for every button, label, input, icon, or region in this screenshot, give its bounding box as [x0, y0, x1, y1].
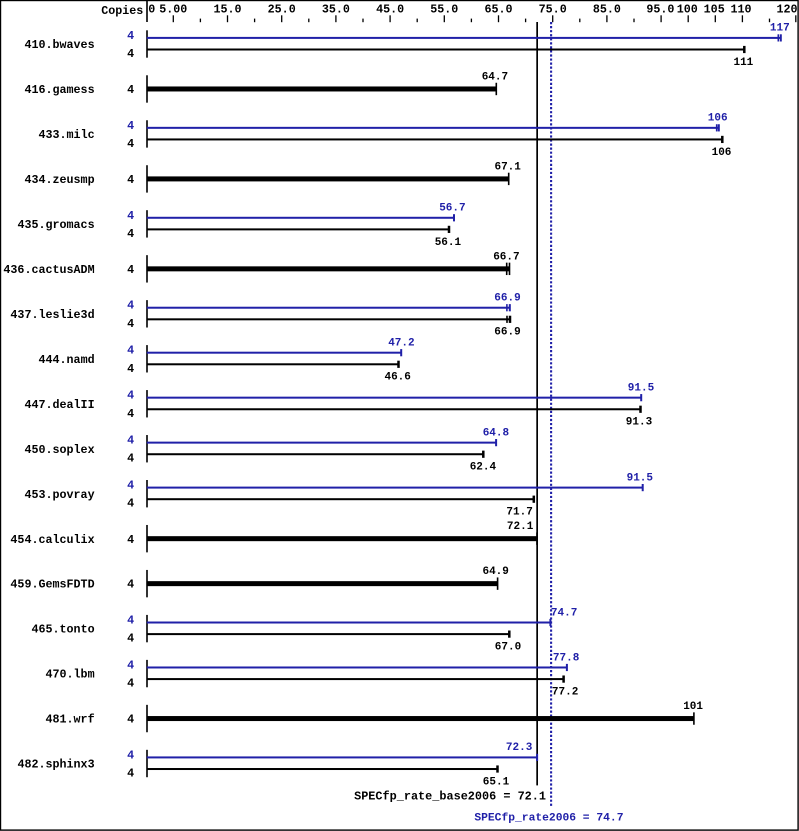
- svg-text:0: 0: [148, 3, 155, 17]
- svg-text:4: 4: [127, 452, 134, 466]
- svg-text:117: 117: [770, 23, 790, 35]
- svg-text:72.3: 72.3: [506, 742, 533, 754]
- svg-text:75.0: 75.0: [539, 3, 567, 17]
- svg-text:416.gamess: 416.gamess: [24, 83, 94, 97]
- svg-text:4: 4: [127, 227, 134, 241]
- svg-text:100: 100: [677, 3, 698, 17]
- svg-text:454.calculix: 454.calculix: [10, 533, 94, 547]
- svg-text:77.8: 77.8: [553, 652, 580, 664]
- svg-text:46.6: 46.6: [384, 372, 410, 384]
- svg-text:4: 4: [127, 137, 134, 151]
- svg-text:4: 4: [127, 578, 134, 592]
- svg-text:SPECfp_rate_base2006 = 72.1: SPECfp_rate_base2006 = 72.1: [354, 789, 546, 803]
- svg-text:4: 4: [127, 119, 134, 133]
- svg-text:4: 4: [127, 632, 134, 646]
- svg-text:447.dealII: 447.dealII: [24, 398, 94, 412]
- svg-text:450.soplex: 450.soplex: [24, 443, 94, 457]
- svg-text:105: 105: [704, 3, 725, 17]
- svg-text:65.0: 65.0: [484, 3, 512, 17]
- svg-text:SPECfp_rate2006 = 74.7: SPECfp_rate2006 = 74.7: [474, 813, 623, 825]
- svg-text:Copies: Copies: [101, 4, 143, 18]
- svg-text:47.2: 47.2: [388, 337, 414, 349]
- svg-text:4: 4: [127, 713, 134, 727]
- svg-text:65.1: 65.1: [483, 776, 510, 788]
- svg-text:111: 111: [733, 57, 753, 69]
- svg-text:4: 4: [127, 47, 134, 61]
- svg-text:56.1: 56.1: [435, 237, 462, 249]
- svg-text:4: 4: [127, 173, 134, 187]
- svg-text:66.7: 66.7: [493, 251, 519, 263]
- svg-text:25.0: 25.0: [268, 3, 296, 17]
- svg-text:45.0: 45.0: [376, 3, 404, 17]
- svg-text:4: 4: [127, 263, 134, 277]
- svg-text:4: 4: [127, 767, 134, 781]
- svg-text:120: 120: [776, 3, 797, 17]
- svg-text:435.gromacs: 435.gromacs: [17, 218, 94, 232]
- svg-text:35.0: 35.0: [322, 3, 350, 17]
- svg-text:482.sphinx3: 482.sphinx3: [17, 758, 94, 772]
- svg-text:64.9: 64.9: [482, 566, 508, 578]
- svg-text:62.4: 62.4: [470, 462, 497, 474]
- svg-text:72.1: 72.1: [507, 521, 534, 533]
- svg-text:444.namd: 444.namd: [38, 353, 94, 367]
- svg-text:67.0: 67.0: [495, 642, 521, 654]
- svg-text:91.3: 91.3: [626, 417, 653, 429]
- svg-text:56.7: 56.7: [439, 203, 465, 215]
- svg-text:55.0: 55.0: [430, 3, 458, 17]
- svg-text:4: 4: [127, 677, 134, 691]
- svg-text:4: 4: [127, 497, 134, 511]
- svg-text:66.9: 66.9: [494, 327, 520, 339]
- svg-text:67.1: 67.1: [494, 161, 521, 173]
- svg-text:74.7: 74.7: [551, 607, 577, 619]
- svg-text:4: 4: [127, 344, 134, 358]
- svg-text:4: 4: [127, 389, 134, 403]
- svg-text:106: 106: [708, 113, 728, 125]
- svg-text:71.7: 71.7: [506, 507, 532, 519]
- svg-text:95.0: 95.0: [646, 3, 674, 17]
- svg-text:481.wrf: 481.wrf: [45, 713, 94, 727]
- svg-text:85.0: 85.0: [593, 3, 621, 17]
- svg-text:4: 4: [127, 29, 134, 43]
- svg-text:4: 4: [127, 614, 134, 628]
- svg-text:4: 4: [127, 362, 134, 376]
- svg-text:4: 4: [127, 533, 134, 547]
- svg-text:433.milc: 433.milc: [38, 128, 94, 142]
- svg-text:77.2: 77.2: [552, 686, 578, 698]
- svg-text:4: 4: [127, 317, 134, 331]
- svg-text:4: 4: [127, 748, 134, 762]
- svg-text:4: 4: [127, 407, 134, 421]
- svg-text:91.5: 91.5: [628, 382, 655, 394]
- svg-text:4: 4: [127, 434, 134, 448]
- svg-text:4: 4: [127, 299, 134, 313]
- svg-text:4: 4: [127, 658, 134, 672]
- svg-text:437.leslie3d: 437.leslie3d: [10, 308, 94, 322]
- svg-text:436.cactusADM: 436.cactusADM: [3, 263, 94, 277]
- svg-text:64.7: 64.7: [482, 71, 508, 83]
- svg-text:64.8: 64.8: [483, 427, 510, 439]
- svg-text:470.lbm: 470.lbm: [45, 668, 94, 682]
- svg-text:4: 4: [127, 83, 134, 97]
- svg-text:66.9: 66.9: [494, 293, 520, 305]
- svg-text:110: 110: [730, 3, 751, 17]
- svg-text:453.povray: 453.povray: [24, 488, 94, 502]
- svg-text:101: 101: [683, 701, 703, 713]
- svg-text:106: 106: [712, 147, 732, 159]
- svg-text:410.bwaves: 410.bwaves: [24, 38, 94, 52]
- svg-text:465.tonto: 465.tonto: [31, 623, 94, 637]
- svg-text:5.00: 5.00: [159, 3, 187, 17]
- svg-text:15.0: 15.0: [213, 3, 241, 17]
- svg-text:91.5: 91.5: [627, 472, 654, 484]
- svg-text:459.GemsFDTD: 459.GemsFDTD: [10, 578, 94, 592]
- svg-text:4: 4: [127, 479, 134, 493]
- svg-text:4: 4: [127, 209, 134, 223]
- svg-text:434.zeusmp: 434.zeusmp: [24, 173, 94, 187]
